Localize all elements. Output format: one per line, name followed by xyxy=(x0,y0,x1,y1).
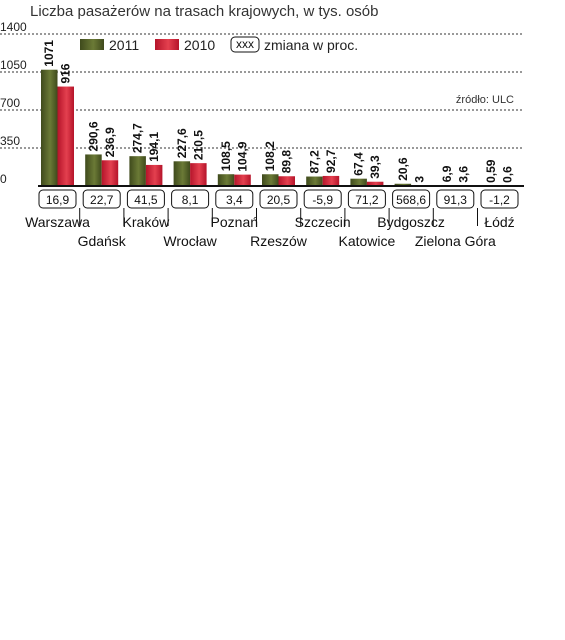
bar-value-label: 3 xyxy=(412,176,426,183)
change-value: 3,4 xyxy=(226,193,243,207)
change-box xyxy=(303,189,342,209)
y-tick-label: 700 xyxy=(0,96,20,110)
bar-2011 xyxy=(217,174,235,186)
legend-label-2011: 2011 xyxy=(109,37,139,53)
bar-value-label: 210,5 xyxy=(191,130,205,160)
city-label: Łódź xyxy=(484,214,514,230)
legend-label-2010: 2010 xyxy=(184,37,215,53)
bar-value-label: 92,7 xyxy=(324,149,338,173)
bar-2011 xyxy=(262,174,279,186)
city-label: Szczecin xyxy=(295,214,351,230)
bar-value-label: 290,6 xyxy=(86,121,100,151)
y-tick-label: 0 xyxy=(0,172,7,186)
y-axis-ticks: 0 350 700 1050 1400 xyxy=(0,20,27,186)
bar-2010 xyxy=(366,181,384,186)
change-value: -5,9 xyxy=(312,193,333,207)
change-value: 41,5 xyxy=(134,193,158,207)
change-value: 16,9 xyxy=(46,193,70,207)
bar-value-label: 227,6 xyxy=(175,128,189,158)
change-box xyxy=(215,189,254,209)
bar-value-label: 87,2 xyxy=(307,150,321,174)
bar-2011 xyxy=(85,154,102,186)
bar-value-label: 39,3 xyxy=(368,155,382,179)
bar-2011 xyxy=(350,178,367,186)
bar-value-label: 67,4 xyxy=(352,152,366,176)
change-box xyxy=(259,189,298,209)
bar-2011 xyxy=(306,176,323,186)
city-label: Katowice xyxy=(338,233,395,249)
y-tick-label: 1050 xyxy=(0,58,27,72)
bar-value-label: 108,2 xyxy=(263,141,277,171)
bar-2010 xyxy=(234,174,251,186)
bar-2010 xyxy=(145,164,163,186)
city-label: Gdańsk xyxy=(78,233,127,249)
bar-value-label: 3,6 xyxy=(457,166,471,183)
legend-change-box xyxy=(230,36,260,53)
bar-value-label: 6,9 xyxy=(440,165,454,182)
bar-value-label: 0,6 xyxy=(501,166,515,183)
change-box xyxy=(480,189,519,209)
y-tick-label: 350 xyxy=(0,134,20,148)
bar-2010 xyxy=(57,86,74,186)
bar-2011 xyxy=(173,161,191,186)
bar-2010 xyxy=(322,175,340,186)
city-label: Kraków xyxy=(123,214,171,230)
bar-value-label: 104,9 xyxy=(236,141,250,171)
city-label: Poznań xyxy=(211,214,258,230)
city-label: Warszawa xyxy=(25,214,90,230)
change-box xyxy=(392,189,431,209)
city-label: Rzeszów xyxy=(250,233,308,249)
change-value: 91,3 xyxy=(444,193,468,207)
change-value: 71,2 xyxy=(355,193,379,207)
change-box xyxy=(171,189,210,209)
grid-lines xyxy=(0,33,524,149)
city-labels: Warszawa Gdańsk Kraków Wrocław Poznań Rzeszów… xyxy=(25,208,515,249)
change-box xyxy=(38,189,77,209)
bar-value-label: 194,1 xyxy=(147,132,161,162)
legend-swatch-2010 xyxy=(155,39,179,50)
legend-change-box-text: xxx xyxy=(236,37,254,51)
bar-value-label: 108,5 xyxy=(219,141,233,171)
city-label: Wrocław xyxy=(163,233,217,249)
change-boxes: 16,9 22,7 41,5 8,1 3,4 20,5 -5,9 71,2 568,6 91,3 -… xyxy=(38,189,519,209)
bar-2010 xyxy=(278,176,295,186)
bar-value-label: 0,59 xyxy=(484,159,498,183)
change-value: 22,7 xyxy=(90,193,114,207)
bar-value-label: 20,6 xyxy=(396,157,410,181)
change-value: 568,6 xyxy=(396,193,426,207)
change-box xyxy=(126,189,165,209)
bar-2011 xyxy=(41,69,58,186)
bars xyxy=(41,69,516,186)
legend: 2011 2010 xxx zmiana w proc. xyxy=(80,36,358,53)
bar-value-label: 236,9 xyxy=(103,127,117,157)
city-label: Bydgoszcz xyxy=(377,214,445,230)
legend-swatch-2011 xyxy=(80,39,104,50)
city-label: Zielona Góra xyxy=(415,233,496,249)
change-value: -1,2 xyxy=(489,193,510,207)
bar-value-label: 916 xyxy=(59,63,73,83)
source-note: źródło: ULC xyxy=(456,94,514,106)
bar-2011 xyxy=(129,156,146,186)
bar-value-label: 89,8 xyxy=(280,150,294,174)
bar-value-label: 1071 xyxy=(42,40,56,67)
chart-title: Liczba pasażerów na trasach krajowych, w… xyxy=(30,3,379,20)
change-value: 8,1 xyxy=(182,193,199,207)
change-box xyxy=(347,189,386,209)
y-tick-label: 1400 xyxy=(0,20,27,34)
bar-2011 xyxy=(394,183,412,186)
bar-2010 xyxy=(190,163,207,186)
legend-change-label: zmiana w proc. xyxy=(264,37,358,53)
change-value: 20,5 xyxy=(267,193,291,207)
bar-value-label: 274,7 xyxy=(131,123,145,153)
change-box xyxy=(436,189,475,209)
change-box xyxy=(82,189,121,209)
bar-2010 xyxy=(101,160,119,186)
